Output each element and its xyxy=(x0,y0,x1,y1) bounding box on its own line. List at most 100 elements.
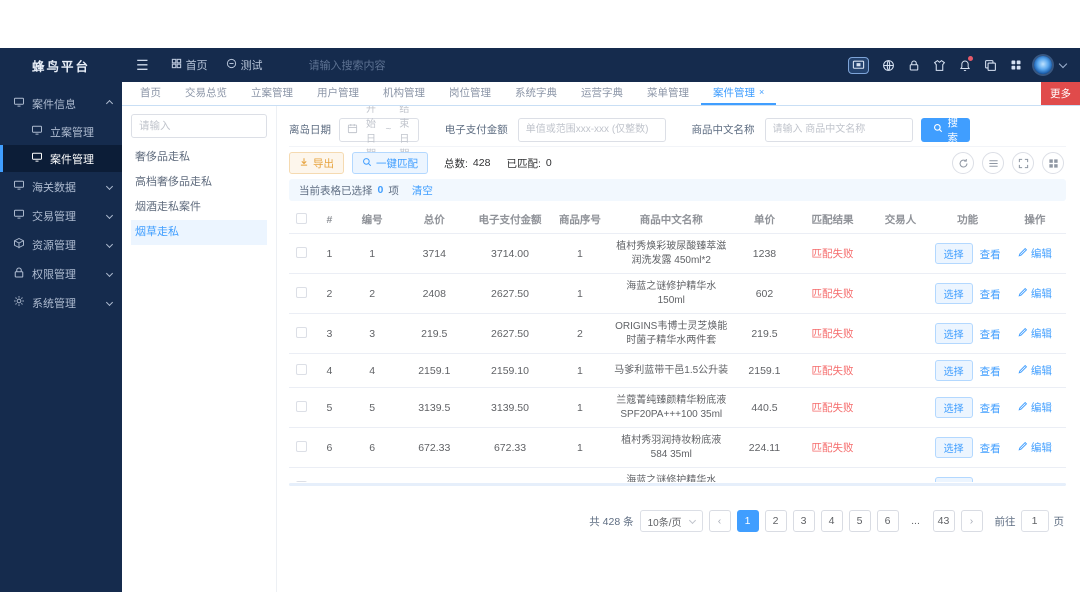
edit-link[interactable]: 编辑 xyxy=(1018,287,1052,300)
user-avatar[interactable] xyxy=(1034,56,1052,74)
density-icon[interactable] xyxy=(982,152,1004,174)
select-button[interactable]: 选择 xyxy=(934,477,973,482)
page-button-2[interactable]: 2 xyxy=(764,510,787,532)
nav-test[interactable]: 测试 xyxy=(226,57,263,73)
lock-icon[interactable] xyxy=(908,59,920,72)
nav-home[interactable]: 首页 xyxy=(171,57,208,73)
row-checkbox[interactable] xyxy=(295,480,307,482)
row-checkbox[interactable] xyxy=(295,246,307,258)
tab-岗位管理[interactable]: 岗位管理 xyxy=(449,87,491,99)
sidebar-group-案件信息[interactable]: 案件信息 xyxy=(0,89,122,118)
tab-菜单管理[interactable]: 菜单管理 xyxy=(647,87,689,99)
case-search-input[interactable] xyxy=(131,114,267,138)
tab-close-icon[interactable]: × xyxy=(759,87,765,97)
tab-系统字典[interactable]: 系统字典 xyxy=(515,87,557,99)
checkbox[interactable] xyxy=(295,212,307,224)
row-checkbox[interactable] xyxy=(295,286,307,298)
sidebar-group-海关数据[interactable]: 海关数据 xyxy=(0,172,122,201)
tab-立案管理[interactable]: 立案管理 xyxy=(251,87,293,99)
view-link[interactable]: 查看 xyxy=(979,329,1001,341)
page-button-5[interactable]: 5 xyxy=(848,510,871,532)
case-type-烟草走私[interactable]: 烟草走私 xyxy=(131,220,267,245)
sidebar-group-资源管理[interactable]: 资源管理 xyxy=(0,230,122,259)
next-page-button[interactable]: › xyxy=(960,510,983,532)
select-button[interactable]: 选择 xyxy=(934,397,973,418)
clear-selection-link[interactable]: 清空 xyxy=(411,184,433,197)
sidebar-item-立案管理[interactable]: 立案管理 xyxy=(0,118,122,145)
row-checkbox[interactable] xyxy=(295,440,307,452)
goto-suffix: 页 xyxy=(1053,515,1065,528)
cell-function: 选择查看 xyxy=(931,273,1004,314)
sidebar-group-权限管理[interactable]: 权限管理 xyxy=(0,259,122,288)
one-click-match-button[interactable]: 一键匹配 xyxy=(352,152,428,174)
row-checkbox[interactable] xyxy=(295,400,307,412)
tab-机构管理[interactable]: 机构管理 xyxy=(383,87,425,99)
cell-operation: 编辑 xyxy=(1003,233,1066,274)
select-all-checkbox-header[interactable] xyxy=(289,206,314,234)
edit-link[interactable]: 编辑 xyxy=(1018,247,1052,260)
edit-link[interactable]: 编辑 xyxy=(1018,327,1052,340)
page-button-43[interactable]: 43 xyxy=(932,510,955,532)
fullscreen-icon[interactable] xyxy=(1012,152,1034,174)
lock-icon xyxy=(13,266,25,282)
page-button-4[interactable]: 4 xyxy=(820,510,843,532)
hamburger-menu-icon[interactable]: ☰ xyxy=(136,56,149,73)
total-value: 428 xyxy=(472,157,491,169)
apps-grid-icon[interactable] xyxy=(1010,59,1022,71)
global-search-input[interactable]: 请输入搜索内容 xyxy=(308,60,386,72)
page-button-6[interactable]: 6 xyxy=(876,510,899,532)
language-globe-icon[interactable] xyxy=(882,59,895,72)
page-size-select[interactable]: 10条/页 xyxy=(639,510,703,532)
search-button[interactable]: 搜索 xyxy=(920,117,970,144)
select-button[interactable]: 选择 xyxy=(934,323,973,344)
select-button[interactable]: 选择 xyxy=(934,437,973,458)
tab-案件管理[interactable]: 案件管理 × xyxy=(701,82,777,105)
view-link[interactable]: 查看 xyxy=(979,249,1001,261)
sidebar-item-案件管理[interactable]: 案件管理 xyxy=(0,145,122,172)
sidebar-group-交易管理[interactable]: 交易管理 xyxy=(0,201,122,230)
edit-link[interactable]: 编辑 xyxy=(1018,401,1052,414)
date-range-picker[interactable]: 开始日期 ~ 结束日期 xyxy=(339,104,419,160)
cell-no: 2 xyxy=(344,273,400,314)
view-link[interactable]: 查看 xyxy=(979,289,1001,301)
edit-link[interactable]: 编辑 xyxy=(1018,364,1052,377)
page-button-3[interactable]: 3 xyxy=(792,510,815,532)
cell-no: 1 xyxy=(344,233,400,274)
tab-交易总览[interactable]: 交易总览 xyxy=(185,87,227,99)
select-button[interactable]: 选择 xyxy=(934,360,973,381)
cell-unit-price: 224.11 xyxy=(733,427,796,468)
tab-用户管理[interactable]: 用户管理 xyxy=(317,87,359,99)
edit-link[interactable]: 编辑 xyxy=(1018,441,1052,454)
column-settings-icon[interactable] xyxy=(1042,152,1064,174)
cname-filter-input[interactable] xyxy=(764,117,913,142)
refresh-icon[interactable] xyxy=(952,152,974,174)
copy-layers-icon[interactable] xyxy=(984,59,997,72)
prev-page-button[interactable]: ‹ xyxy=(708,510,731,532)
case-type-奢侈品走私[interactable]: 奢侈品走私 xyxy=(135,151,190,163)
horizontal-scrollbar[interactable] xyxy=(289,483,1066,486)
more-tabs-button[interactable]: 更多 xyxy=(1041,82,1080,105)
theme-skin-icon[interactable] xyxy=(933,59,946,72)
view-link[interactable]: 查看 xyxy=(979,443,1001,455)
lock-screen-icon[interactable] xyxy=(848,56,869,74)
selection-suffix: 项 xyxy=(388,184,399,197)
row-checkbox[interactable] xyxy=(295,326,307,338)
case-type-烟酒走私案件[interactable]: 烟酒走私案件 xyxy=(135,201,201,213)
tab-首页[interactable]: 首页 xyxy=(140,87,161,99)
view-link[interactable]: 查看 xyxy=(979,403,1001,415)
notification-bell-icon[interactable] xyxy=(959,55,973,72)
tab-运营字典[interactable]: 运营字典 xyxy=(581,87,623,99)
user-menu-chevron-down-icon[interactable] xyxy=(1058,59,1068,68)
amount-filter-input[interactable] xyxy=(517,117,666,142)
case-type-高档奢侈品走私[interactable]: 高档奢侈品走私 xyxy=(135,176,212,188)
sidebar-group-系统管理[interactable]: 系统管理 xyxy=(0,288,122,317)
export-button[interactable]: 导出 xyxy=(289,152,344,174)
cell-product-name: 海蓝之谜修护精华水 150ml xyxy=(609,467,734,482)
view-link[interactable]: 查看 xyxy=(979,366,1001,378)
select-button[interactable]: 选择 xyxy=(934,243,973,264)
page-button-1[interactable]: 1 xyxy=(736,510,759,532)
goto-page-input[interactable] xyxy=(1020,510,1049,532)
row-checkbox[interactable] xyxy=(295,363,307,375)
select-button[interactable]: 选择 xyxy=(934,283,973,304)
cell-total: 2159.1 xyxy=(399,353,470,388)
